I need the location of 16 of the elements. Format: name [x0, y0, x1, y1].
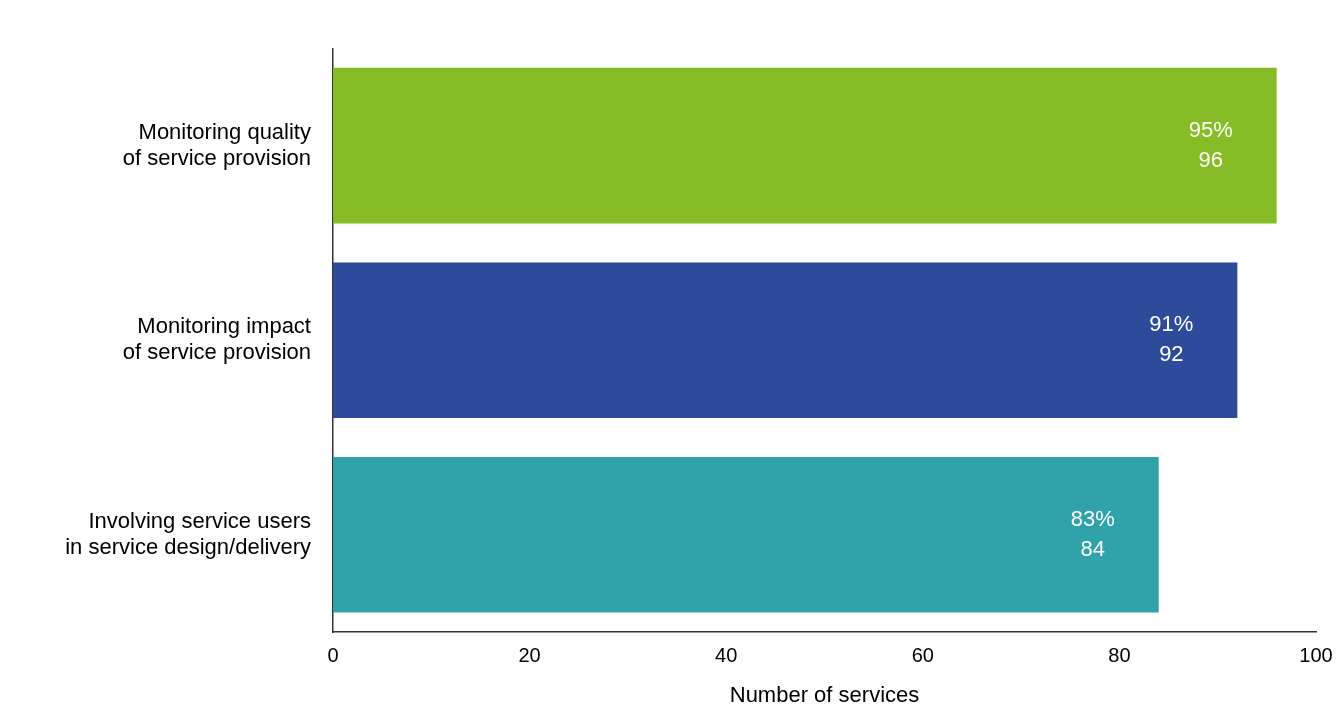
x-tick-label: 100	[1299, 643, 1333, 666]
data-label: 95% 96	[1188, 116, 1233, 172]
y-tick-label: Monitoring impact of service provision	[122, 313, 311, 365]
y-tick-label: Monitoring quality of service provision	[122, 118, 311, 170]
x-tick-label: 80	[1108, 643, 1131, 666]
x-tick-label: 60	[911, 643, 934, 666]
y-tick-label: Involving service users in service design/delivery	[65, 507, 311, 559]
bar	[333, 456, 1159, 613]
x-tick-label: 0	[327, 643, 339, 666]
data-label: 83% 84	[1070, 505, 1115, 561]
bar	[333, 67, 1277, 224]
x-tick-label: 20	[518, 643, 541, 666]
x-axis-title: Number of services	[729, 681, 920, 707]
data-label: 91% 92	[1149, 311, 1194, 367]
bar	[333, 262, 1238, 419]
x-tick-label: 40	[715, 643, 738, 666]
